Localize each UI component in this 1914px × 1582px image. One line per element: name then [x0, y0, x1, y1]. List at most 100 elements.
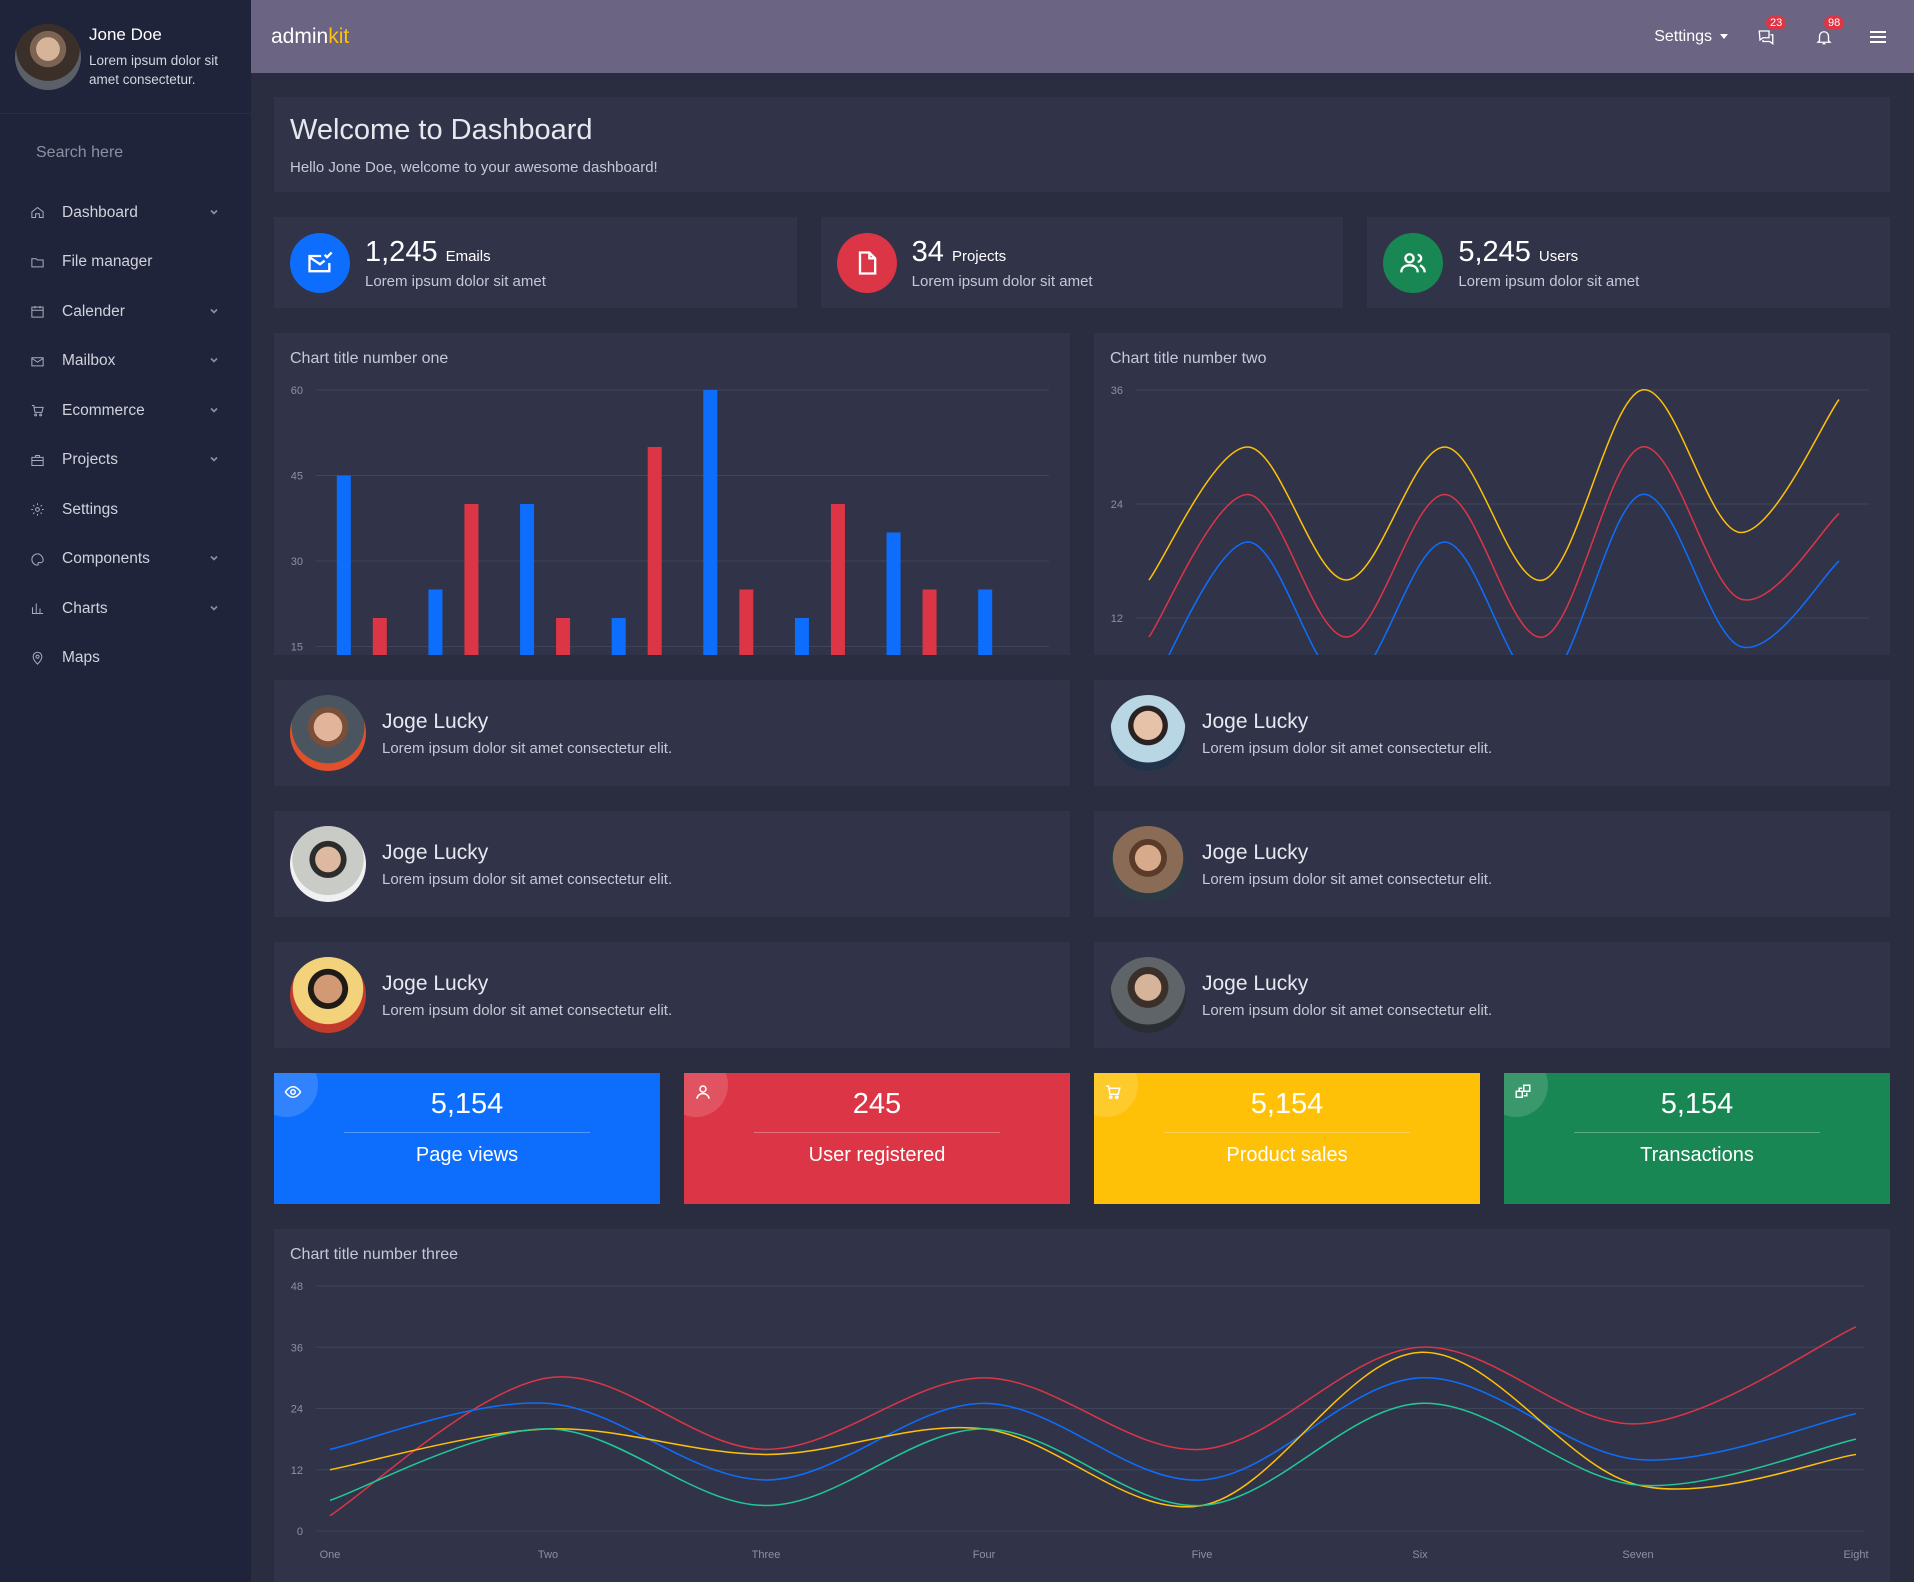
- y-tick-label: 48: [291, 1281, 303, 1293]
- bar: [886, 532, 901, 655]
- notifications-button[interactable]: 98: [1812, 15, 1845, 49]
- chart-two-panel: 0122436JanuaryFebruaryMarchAprilMayJuneA…: [1094, 333, 1890, 655]
- tile-page-views[interactable]: 5,154 Page views: [274, 1073, 660, 1204]
- x-tick-label: Two: [538, 1549, 558, 1561]
- eye-icon: [284, 1083, 302, 1101]
- search-input[interactable]: Search here: [36, 144, 124, 161]
- sidebar-item-label: Charts: [62, 599, 108, 617]
- avatar: [15, 23, 81, 90]
- mail-icon: [29, 353, 45, 369]
- sidebar-item-dashboard[interactable]: Dashboard: [0, 188, 251, 238]
- person-name: Joge Lucky: [1202, 971, 1309, 995]
- user-bio: Lorem ipsum dolor sit amet consectetur.: [89, 52, 219, 87]
- settings-dropdown[interactable]: Settings: [1654, 28, 1728, 46]
- sidebar-item-projects[interactable]: Projects: [0, 436, 251, 486]
- person-card[interactable]: Joge Lucky Lorem ipsum dolor sit amet con…: [1094, 680, 1890, 786]
- chevron-down-icon[interactable]: [209, 600, 219, 618]
- hamburger-menu-icon[interactable]: [1870, 27, 1890, 47]
- person-name: Joge Lucky: [382, 840, 489, 864]
- sidebar-item-label: Components: [62, 550, 150, 568]
- tile-transactions[interactable]: 5,154 Transactions: [1504, 1073, 1890, 1204]
- avatar: [1110, 695, 1186, 771]
- y-tick-label: 36: [291, 1342, 303, 1354]
- brand-main: admin: [271, 24, 329, 48]
- chevron-down-icon[interactable]: [209, 303, 219, 321]
- bar: [336, 475, 351, 655]
- briefcase-icon: [29, 452, 45, 468]
- sidebar-item-maps[interactable]: Maps: [0, 634, 251, 684]
- series-line: [329, 1326, 1857, 1517]
- y-tick-label: 45: [291, 471, 303, 483]
- bar: [556, 618, 571, 655]
- tile-label: Product sales: [1226, 1144, 1348, 1166]
- tile-value: 245: [852, 1088, 902, 1120]
- brand-logo[interactable]: adminkit: [271, 25, 349, 49]
- y-tick-label: 24: [1111, 499, 1123, 511]
- chevron-down-icon[interactable]: [209, 352, 219, 370]
- chart-two: 0122436JanuaryFebruaryMarchAprilMayJuneA…: [1111, 385, 1869, 655]
- caret-down-icon: [1720, 34, 1728, 39]
- person-card[interactable]: Joge Lucky Lorem ipsum dolor sit amet con…: [1094, 811, 1890, 917]
- chevron-down-icon[interactable]: [209, 550, 219, 568]
- series-line: [329, 1351, 1857, 1508]
- tile-user-registered[interactable]: 245 User registered: [684, 1073, 1070, 1204]
- sidebar: Jone Doe Lorem ipsum dolor sit amet cons…: [0, 0, 251, 1582]
- bar: [428, 589, 443, 655]
- stat-value: 1,245: [365, 235, 438, 268]
- chevron-down-icon[interactable]: [209, 204, 219, 222]
- sidebar-item-ecommerce[interactable]: Ecommerce: [0, 386, 251, 436]
- sidebar-item-charts[interactable]: Charts: [0, 584, 251, 634]
- chevron-down-icon[interactable]: [209, 402, 219, 420]
- person-card[interactable]: Joge Lucky Lorem ipsum dolor sit amet con…: [274, 680, 1070, 786]
- person-description: Lorem ipsum dolor sit amet consectetur e…: [1202, 739, 1493, 757]
- y-tick-label: 15: [291, 642, 303, 654]
- person-card[interactable]: Joge Lucky Lorem ipsum dolor sit amet con…: [1094, 942, 1890, 1048]
- sidebar-item-calender[interactable]: Calender: [0, 287, 251, 337]
- bar: [703, 390, 718, 655]
- stat-card-emails: 1,245 Emails Lorem ipsum dolor sit amet: [274, 217, 797, 308]
- settings-label: Settings: [1654, 27, 1712, 45]
- sidebar-item-settings[interactable]: Settings: [0, 485, 251, 535]
- sidebar-item-components[interactable]: Components: [0, 535, 251, 585]
- tile-label: User registered: [808, 1144, 946, 1166]
- main-content: Welcome to Dashboard Hello Jone Doe, wel…: [274, 97, 1891, 1582]
- tile-product-sales[interactable]: 5,154 Product sales: [1094, 1073, 1480, 1204]
- avatar: [290, 957, 366, 1033]
- messages-button[interactable]: 23: [1754, 15, 1787, 49]
- bar: [611, 618, 626, 655]
- sidebar-item-file-manager[interactable]: File manager: [0, 238, 251, 288]
- stat-value: 5,245: [1458, 235, 1531, 268]
- x-tick-label: Seven: [1622, 1549, 1653, 1561]
- y-tick-label: 36: [1111, 385, 1123, 397]
- messages-icon: [1758, 29, 1774, 45]
- avatar: [290, 695, 366, 771]
- x-tick-label: Four: [973, 1549, 996, 1561]
- stats-row: 1,245 Emails Lorem ipsum dolor sit amet 34 P…: [274, 217, 1891, 308]
- user-icon: [694, 1083, 712, 1101]
- person-card[interactable]: Joge Lucky Lorem ipsum dolor sit amet con…: [274, 942, 1070, 1048]
- stat-card-users: 5,245 Users Lorem ipsum dolor sit amet: [1367, 217, 1891, 308]
- stat-card-projects: 34 Projects Lorem ipsum dolor sit amet: [820, 217, 1344, 308]
- person-name: Joge Lucky: [382, 709, 489, 733]
- tile-value: 5,154: [430, 1088, 504, 1120]
- avatar: [1110, 826, 1186, 902]
- person-name: Joge Lucky: [1202, 840, 1309, 864]
- chevron-down-icon[interactable]: [209, 451, 219, 469]
- bar: [464, 504, 479, 655]
- avatar: [290, 826, 366, 902]
- person-description: Lorem ipsum dolor sit amet consectetur e…: [1202, 1001, 1493, 1019]
- sidebar-item-mailbox[interactable]: Mailbox: [0, 337, 251, 387]
- chart-three-panel: 0 12 24 36 48 One Two Three Four Five Six Seven Eigh…: [274, 1229, 1890, 1582]
- person-card[interactable]: Joge Lucky Lorem ipsum dolor sit amet con…: [274, 811, 1070, 917]
- calendar-icon: [29, 304, 45, 320]
- user-profile[interactable]: Jone Doe Lorem ipsum dolor sit amet cons…: [0, 0, 251, 114]
- person-description: Lorem ipsum dolor sit amet consectetur e…: [382, 1001, 673, 1019]
- messages-badge: 23: [1766, 15, 1787, 30]
- stat-description: Lorem ipsum dolor sit amet: [911, 272, 1093, 290]
- series-line: [329, 1402, 1857, 1507]
- sidebar-item-label: Maps: [62, 649, 100, 667]
- file-icon: [836, 232, 897, 293]
- person-name: Joge Lucky: [382, 971, 489, 995]
- topbar: adminkit Settings 23 98: [251, 0, 1914, 73]
- person-description: Lorem ipsum dolor sit amet consectetur e…: [382, 870, 673, 888]
